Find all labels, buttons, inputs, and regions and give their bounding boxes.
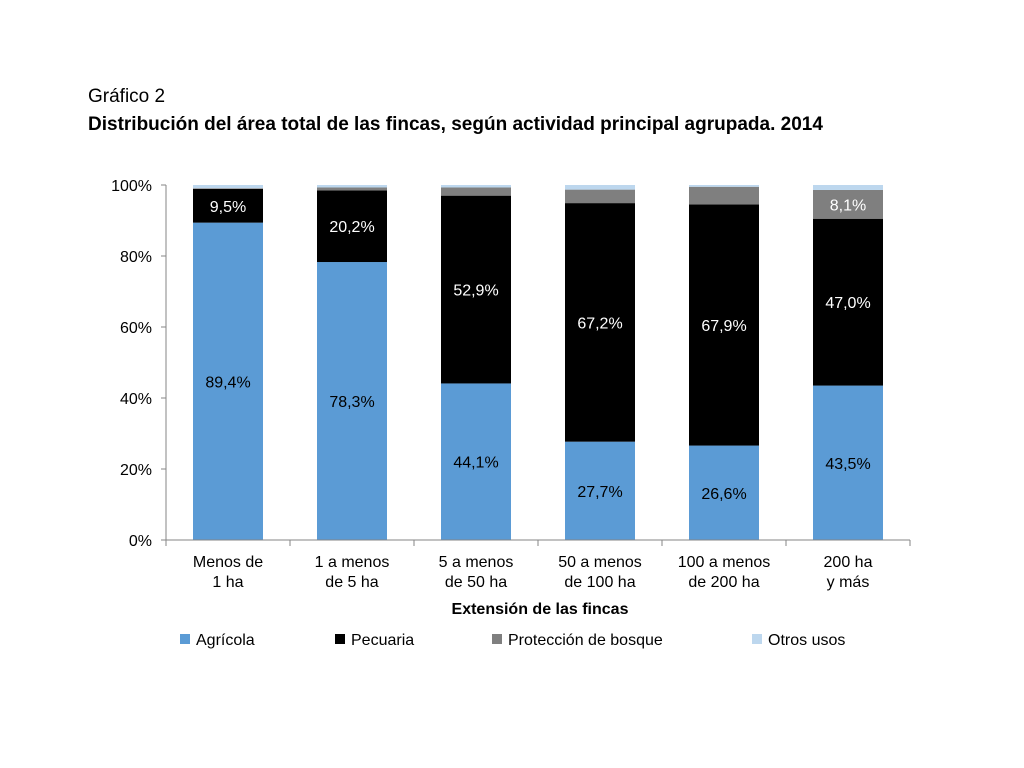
y-tick-label: 100% (111, 178, 152, 195)
data-label: 78,3% (329, 394, 374, 411)
data-label: 27,7% (577, 484, 622, 501)
bar-segment (441, 195, 511, 384)
legend-label: Agrícola (196, 632, 255, 649)
bar-segment (193, 185, 263, 189)
y-tick-label: 80% (120, 249, 152, 266)
y-tick-label: 20% (120, 462, 152, 479)
data-label: 43,5% (825, 456, 870, 473)
x-tick-label: 50 a menos de 100 ha (558, 554, 642, 591)
x-tick-label: 200 ha y más (824, 554, 873, 591)
data-label: 67,2% (577, 315, 622, 332)
bar-segment (317, 190, 387, 263)
bar-segment (689, 445, 759, 540)
data-label: 8,1% (830, 197, 866, 214)
data-label: 9,5% (210, 199, 246, 216)
bar-segment (193, 222, 263, 540)
bar-segment (565, 441, 635, 540)
bar-segment (441, 185, 511, 188)
bar-segment (813, 185, 883, 190)
bar-segment (813, 385, 883, 540)
bar-segment (193, 188, 263, 223)
y-tick-label: 40% (120, 391, 152, 408)
bar-segment (689, 185, 759, 187)
bar-segment (565, 189, 635, 204)
bar-segment (813, 189, 883, 219)
bar-labels-group: 89,4% 9,5% 78,3% 20,2% 44,1% 52,9% 27,7% 67,2% 2… (205, 197, 870, 502)
legend-label: Otros usos (768, 632, 845, 649)
legend-label: Pecuaria (351, 632, 414, 649)
legend: Agrícola Pecuaria Protección de bosque Otro… (180, 632, 845, 649)
bar-segment (813, 218, 883, 386)
data-label: 52,9% (453, 283, 498, 300)
bar-segment (317, 185, 387, 188)
chart-caption: Gráfico 2 (88, 86, 166, 107)
bar-segment (441, 187, 511, 196)
bar-segment (317, 262, 387, 540)
legend-swatch (335, 634, 345, 644)
x-tick-label: Menos de 1 ha (193, 554, 263, 591)
legend-label: Protección de bosque (508, 632, 663, 649)
y-tick-label: 60% (120, 320, 152, 337)
x-tick-label: 1 a menos de 5 ha (315, 554, 390, 591)
legend-swatch (492, 634, 502, 644)
bar-segment (689, 204, 759, 446)
bar-segment (565, 185, 635, 190)
bar-segment (317, 187, 387, 191)
legend-swatch (180, 634, 190, 644)
bar-segment (565, 203, 635, 442)
data-label: 20,2% (329, 219, 374, 236)
data-label: 26,6% (701, 486, 746, 503)
legend-swatch (752, 634, 762, 644)
y-axis: 0% 20% 40% 60% 80% 100% (111, 178, 167, 550)
y-tick-label: 0% (129, 533, 152, 550)
chart-title: Distribución del área total de las finca… (88, 114, 823, 135)
data-label: 44,1% (453, 455, 498, 472)
data-label: 89,4% (205, 374, 250, 391)
x-axis: Menos de 1 ha 1 a menos de 5 ha 5 a menos de … (165, 539, 911, 591)
bar-segment (441, 383, 511, 540)
data-label: 67,9% (701, 318, 746, 335)
x-tick-label: 5 a menos de 50 ha (439, 554, 514, 591)
x-axis-title: Extensión de las fincas (452, 601, 629, 618)
bar-segment (193, 188, 263, 189)
bars-group (193, 185, 883, 540)
x-tick-label: 100 a menos de 200 ha (678, 554, 771, 591)
bar-segment (689, 186, 759, 205)
data-label: 47,0% (825, 295, 870, 312)
